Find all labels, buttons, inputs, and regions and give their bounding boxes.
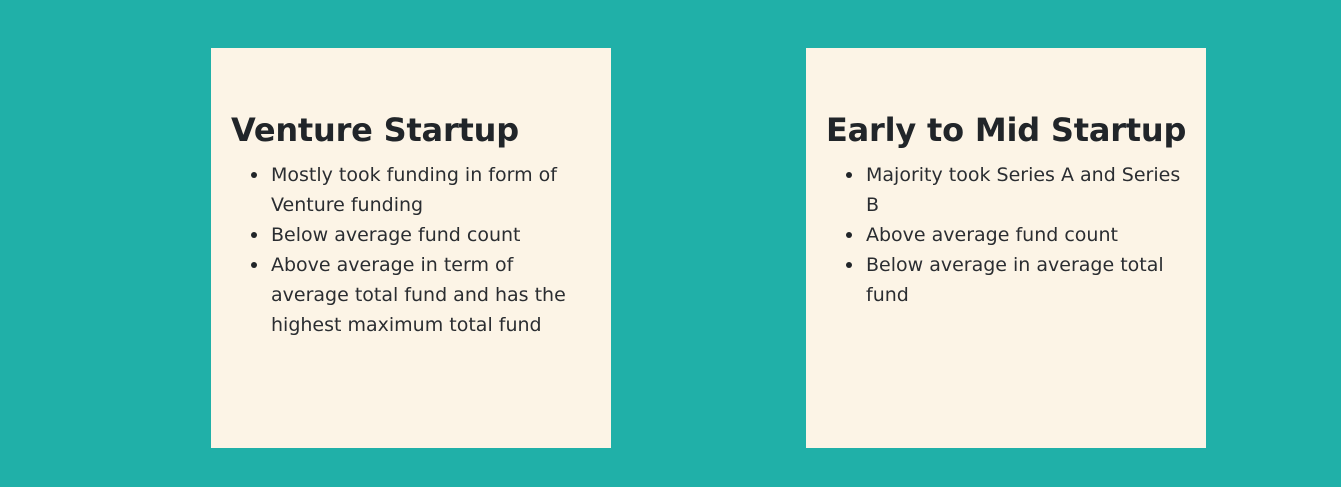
list-item: Above average fund count xyxy=(846,220,1186,250)
list-item: Below average fund count xyxy=(251,220,591,250)
list-item: Mostly took funding in form of Venture f… xyxy=(251,160,591,220)
list-item: Majority took Series A and Series B xyxy=(846,160,1186,220)
early-to-mid-startup-card: Early to Mid Startup Majority took Serie… xyxy=(806,48,1206,448)
card-title: Venture Startup xyxy=(231,111,519,149)
card-bullet-list: Mostly took funding in form of Venture f… xyxy=(231,160,591,340)
card-title: Early to Mid Startup xyxy=(826,111,1187,149)
list-item: Below average in average total fund xyxy=(846,250,1186,310)
venture-startup-card: Venture Startup Mostly took funding in f… xyxy=(211,48,611,448)
card-bullet-list: Majority took Series A and Series B Abov… xyxy=(826,160,1186,310)
list-item: Above average in term of average total f… xyxy=(251,250,591,340)
